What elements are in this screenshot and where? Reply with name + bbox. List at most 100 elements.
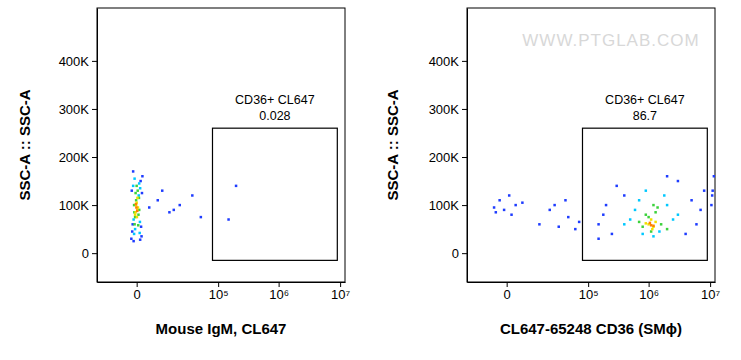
event-point: [557, 225, 560, 228]
event-point: [645, 213, 648, 216]
x-tick: 10⁵: [209, 282, 229, 302]
event-point: [168, 211, 171, 214]
event-point: [666, 228, 669, 231]
y-tick: 200K: [429, 150, 467, 165]
y-tick-mark: [92, 157, 97, 158]
event-point: [710, 204, 713, 207]
event-point: [713, 175, 715, 178]
event-point: [652, 204, 655, 207]
event-point: [602, 213, 605, 216]
y-tick-mark: [92, 205, 97, 206]
event-point: [161, 189, 164, 192]
event-point: [227, 218, 230, 221]
event-point: [597, 237, 600, 240]
event-point: [135, 199, 138, 202]
y-tick-label: 300K: [429, 102, 460, 117]
event-point: [677, 180, 680, 183]
event-point: [650, 218, 653, 221]
event-point: [148, 206, 151, 209]
watermark: WWW.PTGLAB.COM: [522, 31, 699, 50]
event-point: [652, 235, 655, 238]
event-point: [658, 230, 661, 233]
x-tick-label: 10⁶: [639, 287, 659, 302]
event-point: [690, 199, 693, 202]
event-point: [157, 199, 160, 202]
x-tick: 0: [134, 282, 141, 302]
event-point: [173, 209, 176, 212]
gate: [582, 128, 707, 260]
y-tick: 0: [452, 246, 467, 261]
x-axis-title: CL647-65248 CD36 (SMϕ): [500, 320, 682, 337]
event-point: [493, 206, 496, 209]
x-axis-title: Mouse IgM, CL647: [156, 320, 287, 337]
y-axis-line: [97, 9, 98, 283]
plot-frame: [97, 8, 345, 282]
y-tick: 200K: [59, 150, 97, 165]
y-tick: 100K: [59, 198, 97, 213]
event-point: [131, 230, 134, 233]
figure: CD36+ CL6470.028010⁵10⁶10⁷0100K200K300K4…: [0, 0, 741, 360]
event-point: [677, 213, 680, 216]
x-tick: 0: [504, 282, 511, 302]
event-point: [136, 210, 139, 213]
event-point: [574, 228, 577, 231]
plot-frame: [467, 8, 715, 282]
x-axis-line: [468, 282, 716, 283]
event-point: [654, 221, 657, 224]
event-point: [611, 233, 614, 236]
event-point: [498, 199, 501, 202]
x-axis-line: [98, 282, 346, 283]
x-tick-label: 0: [134, 287, 141, 302]
panel: CD36+ CL6470.028010⁵10⁶10⁷0100K200K300K4…: [16, 8, 350, 337]
event-point: [132, 218, 135, 221]
y-tick-mark: [92, 109, 97, 110]
event-point: [654, 211, 657, 214]
event-point: [650, 224, 653, 227]
event-point: [641, 225, 644, 228]
event-point: [495, 211, 498, 214]
event-point: [200, 216, 203, 219]
event-point: [503, 209, 506, 212]
event-point: [141, 175, 144, 178]
event-point: [140, 225, 143, 228]
event-point: [135, 203, 138, 206]
event-point: [134, 213, 137, 216]
gate-value: 86.7: [633, 109, 657, 123]
event-point: [133, 233, 136, 236]
event-point: [514, 204, 517, 207]
x-tick: 10⁶: [269, 282, 289, 302]
event-point: [548, 209, 551, 212]
event-point: [684, 233, 687, 236]
event-point: [132, 185, 135, 188]
x-tick-label: 10⁵: [209, 287, 229, 302]
event-point: [638, 199, 641, 202]
x-tick: 10⁷: [331, 282, 350, 302]
event-point: [711, 189, 714, 192]
x-tick-label: 10⁵: [579, 287, 599, 302]
y-tick-mark: [462, 205, 467, 206]
y-tick: 400K: [59, 54, 97, 69]
y-tick-label: 0: [452, 246, 459, 261]
event-point: [130, 237, 133, 240]
y-tick: 300K: [59, 102, 97, 117]
x-tick: 10⁶: [639, 282, 659, 302]
y-tick-label: 0: [82, 246, 89, 261]
event-point: [578, 221, 581, 224]
y-axis-title: SSC-A :: SSC-A: [384, 89, 401, 200]
panel: WWW.PTGLAB.COMCD36+ CL64786.7010⁵10⁶10⁷0…: [384, 8, 720, 337]
event-point: [139, 238, 142, 241]
event-point: [138, 232, 141, 235]
event-point: [508, 194, 511, 197]
event-point: [623, 194, 626, 197]
event-point: [650, 230, 653, 233]
x-tick-label: 10⁶: [269, 287, 289, 302]
event-point: [136, 197, 139, 200]
event-point: [663, 194, 666, 197]
event-point: [666, 175, 669, 178]
event-point: [139, 180, 142, 183]
event-point: [645, 222, 648, 225]
event-point: [135, 185, 138, 188]
event-point: [652, 225, 655, 228]
x-axis: 0 10⁵ 10⁶ 10⁷: [98, 282, 351, 302]
y-tick-mark: [462, 109, 467, 110]
